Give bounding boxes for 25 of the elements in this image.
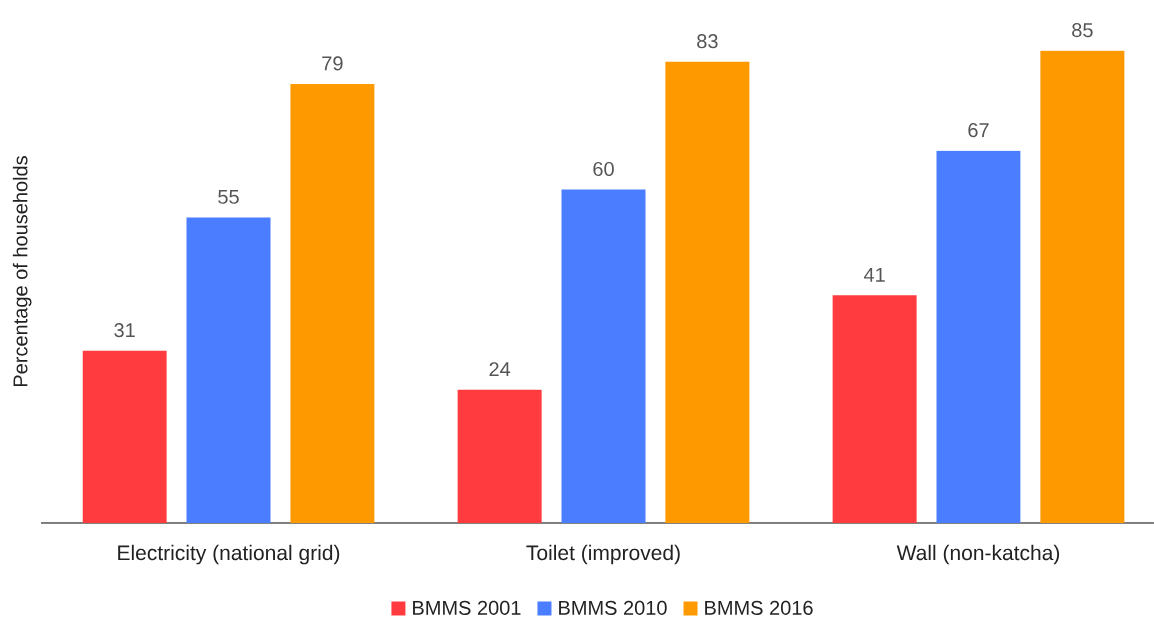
bar <box>936 150 1021 523</box>
data-label: 31 <box>114 323 135 338</box>
data-label: 41 <box>863 267 885 282</box>
data-label: 24 <box>489 362 511 377</box>
data-label: 60 <box>593 161 614 177</box>
x-tick-label: Electricity (national grid) <box>118 544 340 565</box>
bar <box>82 350 167 523</box>
bar <box>186 217 271 523</box>
x-tick-label: Wall (non-katcha) <box>896 544 1060 565</box>
legend-label: BMMS 2010 <box>559 600 667 615</box>
data-label: 83 <box>697 34 718 49</box>
bar <box>665 61 750 523</box>
data-label: 85 <box>1072 23 1093 38</box>
data-label: 79 <box>322 56 343 71</box>
bar <box>290 84 375 523</box>
data-label: 67 <box>968 123 989 138</box>
legend-label: BMMS 2016 <box>705 600 813 615</box>
legend-label: BMMS 2001 <box>413 600 521 615</box>
bar <box>832 295 917 523</box>
bar <box>457 389 542 523</box>
bar <box>1040 50 1125 523</box>
bar <box>561 189 646 523</box>
data-label: 55 <box>218 189 239 204</box>
x-tick-label: Toilet (improved) <box>526 544 680 565</box>
y-axis-title: Percentage of households <box>12 156 32 387</box>
